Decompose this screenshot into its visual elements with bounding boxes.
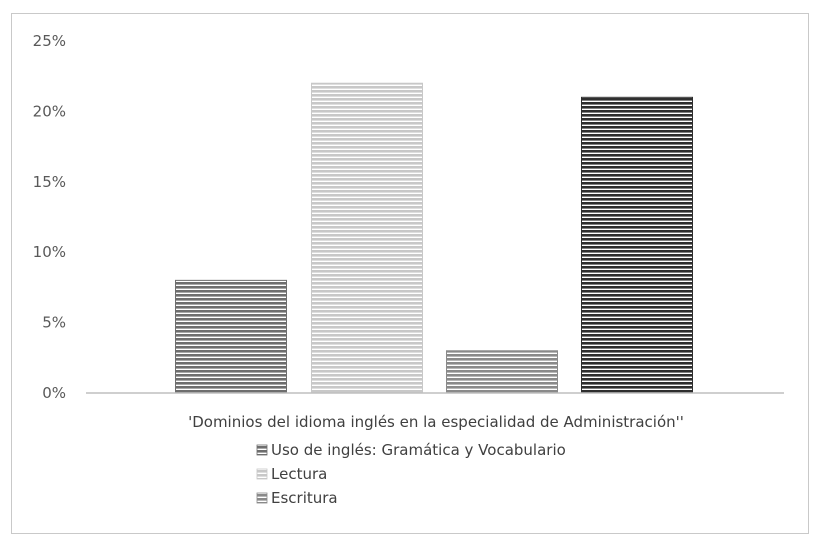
- bar: [311, 82, 423, 394]
- legend-label: Escritura: [271, 489, 338, 507]
- legend-swatch: [256, 444, 268, 456]
- y-axis-ticks: 0% 5% 10% 15% 20% 25%: [33, 32, 66, 402]
- bar: [446, 350, 558, 394]
- bars: [175, 82, 693, 394]
- chart-frame: 0% 5% 10% 15% 20% 25% 'Dominios del idioma in…: [11, 13, 809, 534]
- bar: [175, 279, 287, 394]
- x-category-label: 'Dominios del idioma inglés en la especi…: [188, 413, 684, 431]
- legend-label: Uso de inglés: Gramática y Vocabulario: [271, 441, 566, 459]
- y-tick-label: 0%: [42, 384, 66, 402]
- bar-chart: 0% 5% 10% 15% 20% 25% 'Dominios del idioma in…: [33, 32, 784, 507]
- y-tick-label: 10%: [33, 243, 66, 261]
- legend-swatch: [256, 492, 268, 504]
- legend-swatch: [256, 468, 268, 480]
- bar: [581, 96, 693, 394]
- y-tick-label: 25%: [33, 32, 66, 50]
- legend-label: Lectura: [271, 465, 327, 483]
- y-tick-label: 20%: [33, 102, 66, 120]
- legend: Uso de inglés: Gramática y Vocabulario Le…: [256, 441, 566, 507]
- y-tick-label: 5%: [42, 314, 66, 332]
- y-tick-label: 15%: [33, 173, 66, 191]
